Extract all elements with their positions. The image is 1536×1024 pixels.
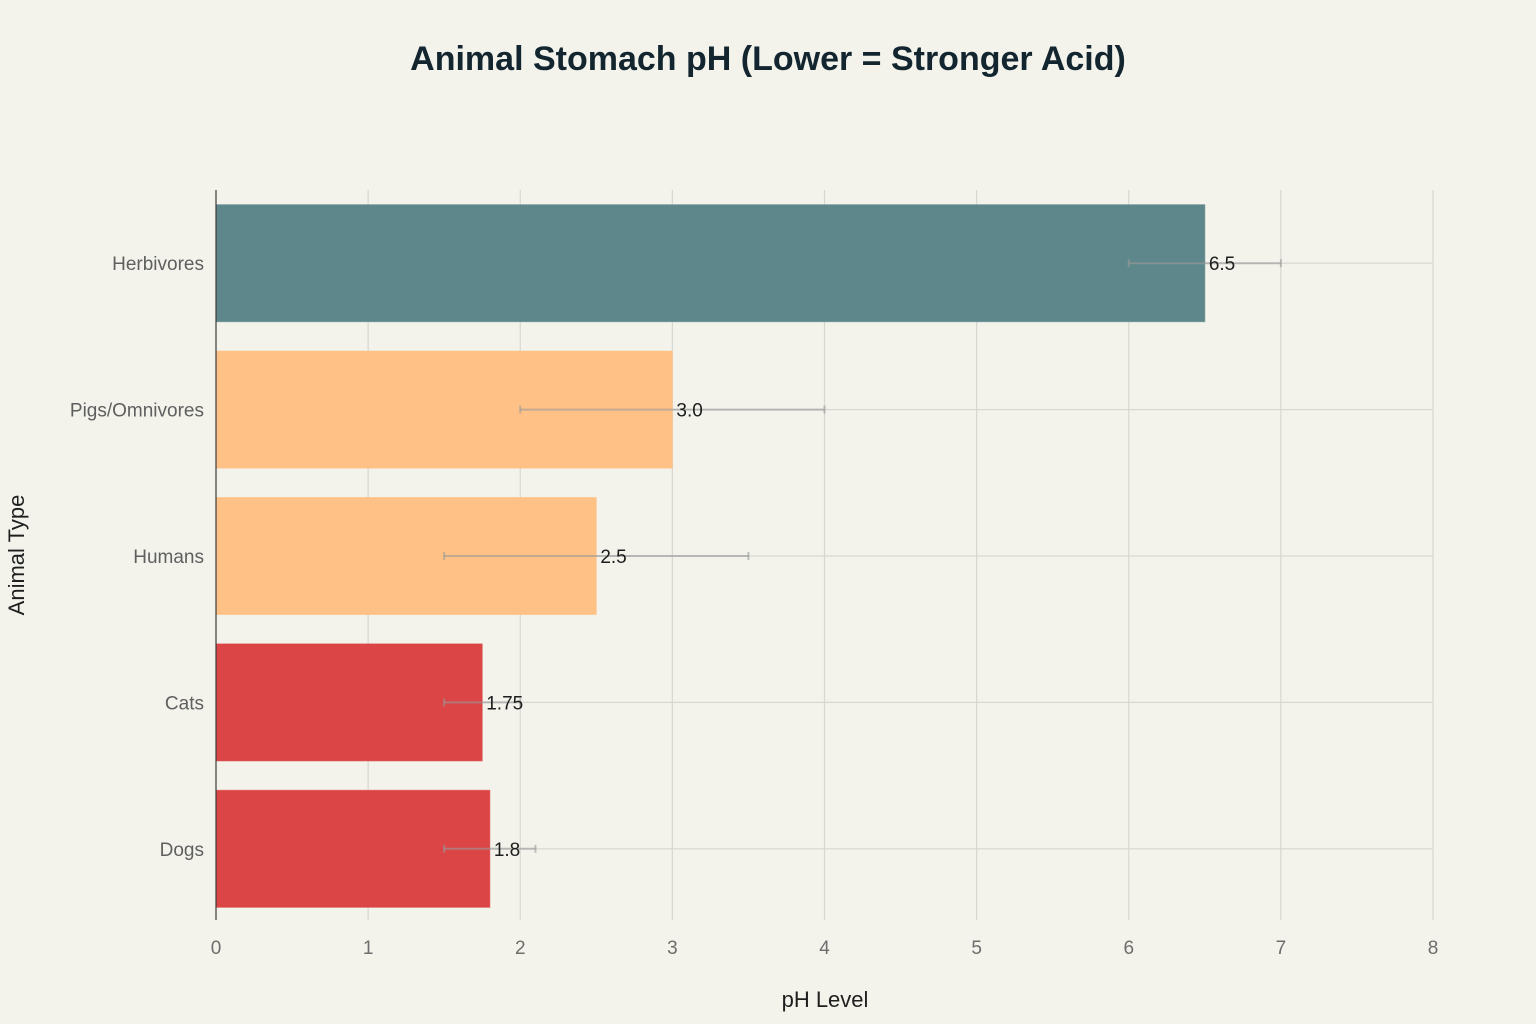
data-label: 3.0 [676,401,702,422]
x-tick-label: 3 [667,938,678,959]
x-tick-label: 7 [1276,938,1287,959]
x-tick-label: 2 [515,938,526,959]
x-tick-label: 6 [1123,938,1134,959]
x-tick-label: 8 [1428,938,1439,959]
data-label: 1.75 [486,693,523,714]
y-axis-title: Animal Type [4,495,29,616]
data-labels: 6.5 3.0 2.5 1.75 1.8 [486,254,1235,861]
data-label: 1.8 [494,840,520,861]
y-tick-label: Cats [165,693,204,714]
bar [215,204,1206,323]
data-label: 2.5 [600,547,626,568]
x-tick-label: 1 [363,938,374,959]
y-tick-label: Herbivores [112,254,204,275]
x-tick-label: 5 [971,938,982,959]
y-tick-label: Humans [133,547,204,568]
x-tick-label: 4 [819,938,830,959]
error-bars [443,259,1282,853]
data-label: 6.5 [1209,254,1235,275]
bar [215,643,483,762]
y-tick-label: Pigs/Omnivores [70,401,204,422]
chart-title: Animal Stomach pH (Lower = Stronger Acid… [410,40,1126,78]
axes: 0 1 2 3 4 5 6 7 8 Herbivores Pigs/Omnivores Humans C… [70,190,1438,959]
y-tick-label: Dogs [160,840,204,861]
x-axis-title: pH Level [782,987,869,1012]
x-tick-label: 0 [211,938,222,959]
